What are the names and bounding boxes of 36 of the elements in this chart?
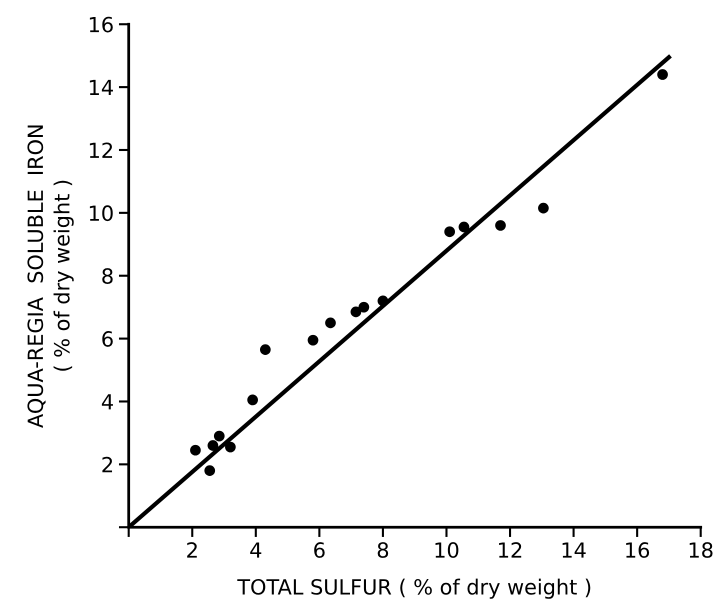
x-axis-title: TOTAL SULFUR ( % of dry weight ) bbox=[237, 578, 590, 599]
y-tick-label: 6 bbox=[102, 331, 113, 347]
point bbox=[247, 394, 258, 406]
y-axis-title: AQUA-REGIA SOLUBLE IRON ( % of dry weight ) bbox=[27, 125, 74, 428]
x-tick-label: 12 bbox=[499, 542, 522, 558]
point bbox=[325, 318, 336, 328]
y-tick-label: 14 bbox=[90, 80, 113, 96]
point bbox=[260, 344, 271, 355]
point bbox=[358, 302, 370, 313]
point bbox=[458, 222, 470, 232]
y-tick-label: 8 bbox=[102, 268, 113, 284]
point bbox=[657, 69, 668, 80]
x-tick-label: 6 bbox=[314, 542, 325, 558]
point bbox=[214, 430, 225, 442]
point bbox=[378, 296, 388, 306]
point bbox=[204, 465, 216, 476]
point bbox=[190, 444, 201, 456]
point bbox=[350, 306, 362, 318]
point bbox=[208, 440, 218, 451]
point bbox=[538, 202, 549, 214]
y-tick-label: 10 bbox=[90, 205, 113, 222]
x-tick-label: 8 bbox=[378, 542, 388, 558]
x-tick-label: 16 bbox=[626, 542, 650, 558]
point bbox=[225, 442, 236, 452]
point bbox=[495, 220, 506, 231]
y-tick-label: 12 bbox=[90, 142, 112, 158]
point bbox=[444, 226, 456, 238]
x-tick-label: 10 bbox=[436, 542, 458, 558]
y-tick-label: 4 bbox=[102, 394, 113, 410]
x-tick-label: 18 bbox=[690, 542, 713, 558]
point bbox=[308, 334, 318, 346]
x-tick-label: 2 bbox=[187, 542, 197, 558]
y-tick-label: 2 bbox=[102, 456, 112, 472]
x-tick-label: 14 bbox=[562, 542, 586, 558]
y-tick-label: 16 bbox=[90, 16, 113, 32]
x-tick-label: 4 bbox=[250, 542, 262, 558]
